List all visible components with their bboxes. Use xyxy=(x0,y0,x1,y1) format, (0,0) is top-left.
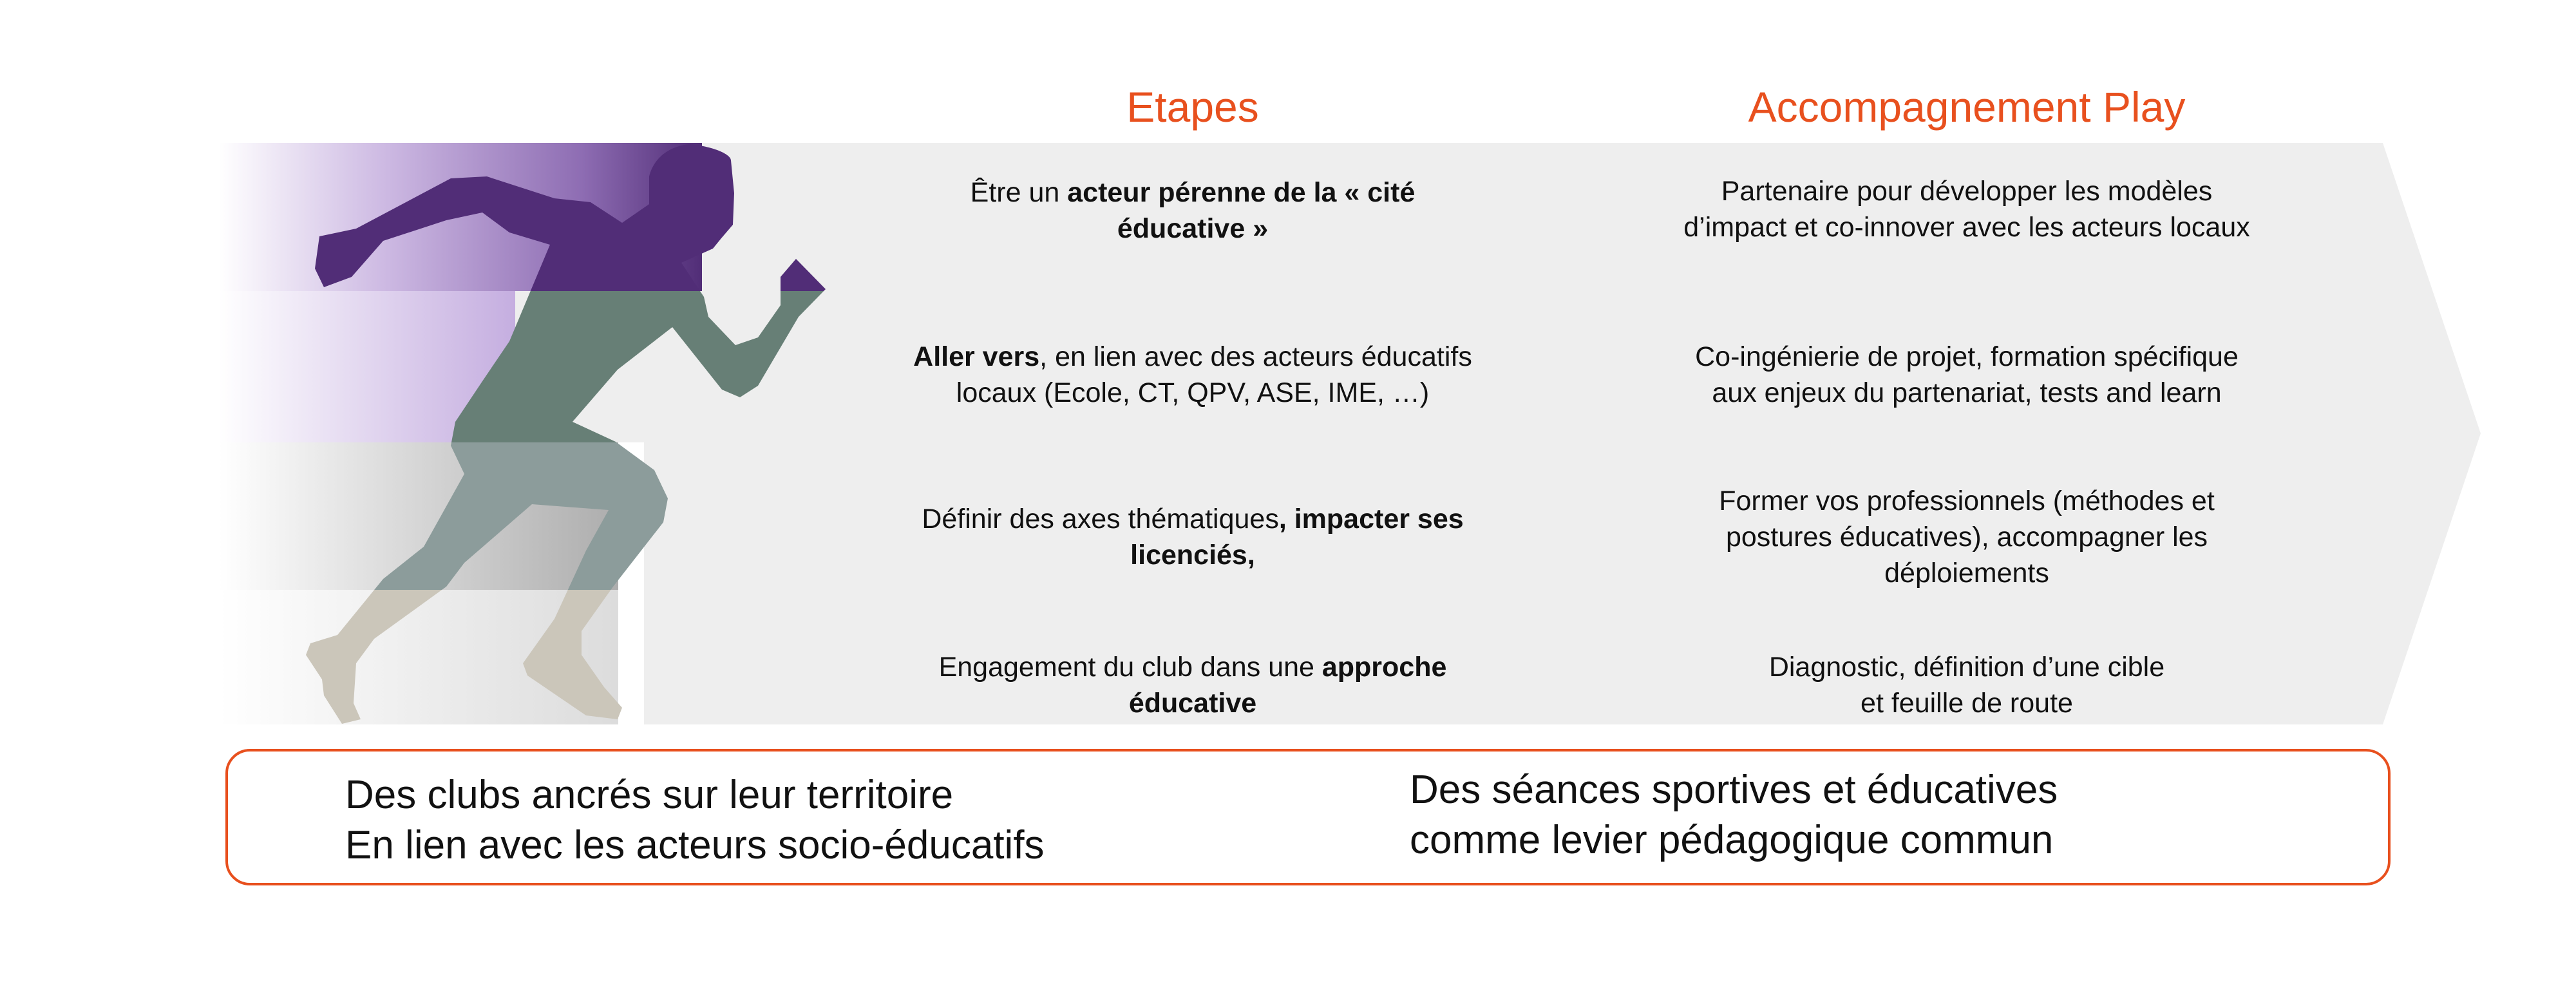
summary-left: Des clubs ancrés sur leur territoire En … xyxy=(345,770,1045,871)
arrow-band xyxy=(644,143,2481,724)
etape-row-4: Engagement du club dans une approche édu… xyxy=(938,652,1447,719)
summary-right: Des séances sportives et éducatives comm… xyxy=(1410,765,2058,865)
summary-box xyxy=(225,749,2391,885)
accompagnement-row-1: Partenaire pour développer les modèles d… xyxy=(1683,176,2250,243)
accompagnement-row-4: Diagnostic, définition d’une cible et fe… xyxy=(1768,652,2165,719)
summary-right-line-1: Des séances sportives et éducatives xyxy=(1410,768,2058,812)
accompagnement-row-2: Co-ingénierie de projet, formation spéci… xyxy=(1695,341,2239,408)
header-accompagnement: Accompagnement Play xyxy=(1748,83,2186,131)
accompagnement-row-3: Former vos professionnels (méthodes et p… xyxy=(1719,486,2215,589)
etape-row-1: Être un acteur pérenne de la « cité éduc… xyxy=(970,177,1416,244)
header-etapes: Etapes xyxy=(1126,83,1259,131)
etape-row-3: Définir des axes thématiques, impacter s… xyxy=(922,504,1464,571)
etape-row-2: Aller vers, en lien avec des acteurs édu… xyxy=(913,341,1472,408)
summary-left-line-1: Des clubs ancrés sur leur territoire xyxy=(345,773,954,817)
summary-right-line-2: comme levier pédagogique commun xyxy=(1410,818,2054,862)
summary-left-line-2: En lien avec les acteurs socio-éducatifs xyxy=(345,823,1045,867)
